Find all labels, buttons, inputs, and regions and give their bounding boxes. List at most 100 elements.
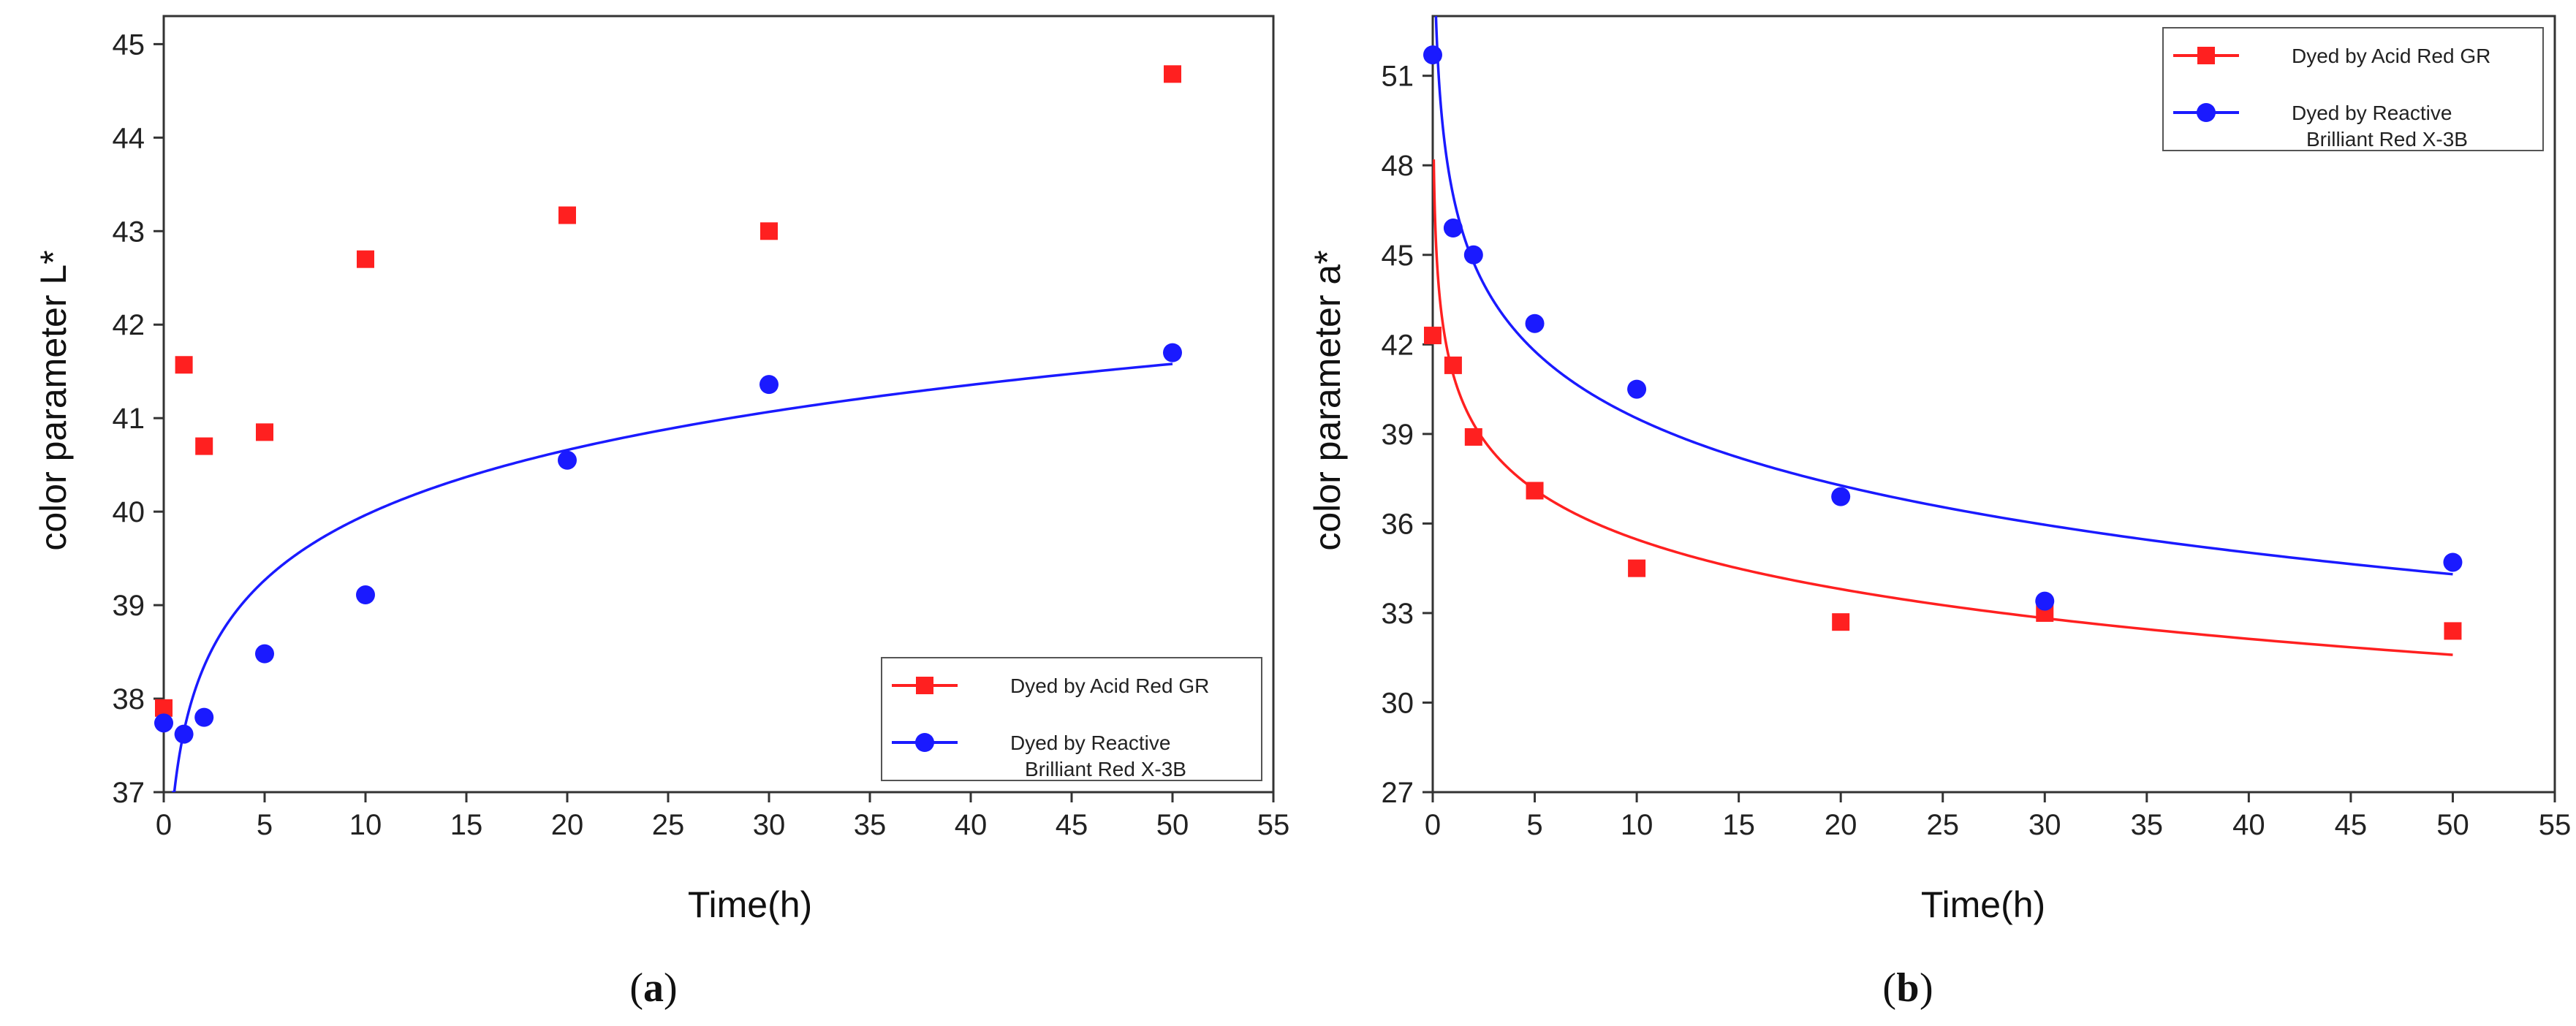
panel-b-series-2-point: [1831, 487, 1851, 506]
panel-b-x-tick-label: 30: [2028, 809, 2061, 841]
panel-b-x-tick-label: 35: [2131, 809, 2164, 841]
panel-a-series-2-point: [194, 707, 214, 727]
panel-a-x-tick-label: 50: [1156, 809, 1189, 841]
panel-a-legend: Dyed by Acid Red GR Dyed by Reactive Brill…: [881, 657, 1262, 781]
panel-a-series-1-point: [558, 206, 576, 224]
panel-b-y-tick-label: 33: [1382, 598, 1414, 630]
panel-a-x-tick-label: 10: [349, 809, 382, 841]
panel-a-series-2-point: [255, 644, 274, 664]
panel-a-legend-marker-1: [916, 677, 933, 694]
panel-b-y-tick-label: 39: [1382, 419, 1414, 451]
panel-b-x-tick-label: 5: [1526, 809, 1542, 841]
panel-b-chart: 0 5 10 15 20 25 30 35 40 45 50 55 27 30 33 36 39 42 45 48 51…: [1307, 15, 2572, 1011]
panel-a-legend-label-1: Dyed by Acid Red GR: [1010, 674, 1209, 697]
panel-a-series-1-point: [195, 437, 213, 455]
panel-b-series-2-point: [1627, 379, 1647, 399]
panel-a-y-tick-label: 38: [113, 683, 145, 715]
panel-b-x-axis-title: Time(h): [1921, 884, 2045, 925]
panel-b-series-2-point: [1525, 314, 1545, 333]
panel-b-fit-curve-1: [1433, 159, 2453, 656]
panel-b-series-2-point: [2443, 552, 2463, 572]
panel-b-y-tick-label: 36: [1382, 508, 1414, 540]
panel-a-x-tick-label: 20: [551, 809, 584, 841]
panel-a-x-tick-label: 45: [1056, 809, 1088, 841]
panel-b-y-tick-label: 42: [1382, 329, 1414, 361]
panel-b-plot-frame: [1431, 15, 2556, 794]
panel-b-x-tick-label: 40: [2232, 809, 2265, 841]
panel-b-legend-marker-1: [2197, 47, 2215, 64]
panel-a-y-tick-label: 43: [113, 216, 145, 248]
panel-a-series-2-point: [356, 585, 375, 605]
svg-text:(: (: [1882, 965, 1896, 1011]
panel-a-series-2-point: [1163, 343, 1182, 362]
panel-b-fit-curve-2: [1434, 16, 2453, 576]
panel-a-x-axis-title: Time(h): [688, 884, 812, 925]
panel-b-y-axis-title: color parameter a*: [1307, 250, 1348, 550]
panel-b-x-tick-label: 10: [1621, 809, 1653, 841]
panel-b-y-tick-label: 45: [1382, 240, 1414, 272]
panel-b-series-1-point: [1628, 559, 1646, 577]
panel-a-series-1-point: [1164, 65, 1181, 83]
panel-a-y-tick-label: 40: [113, 496, 145, 528]
panel-b-series-2-point: [1463, 245, 1483, 265]
panel-a-x-tick-label: 0: [156, 809, 172, 841]
panel-a-y-tick-label: 41: [113, 403, 145, 435]
panel-b-x-tick-label: 15: [1722, 809, 1755, 841]
panel-a-legend-box: [881, 657, 1262, 781]
panel-a-y-tick-label: 45: [113, 28, 145, 61]
panel-b-legend-box: [2162, 27, 2544, 151]
panel-a-x-tick-label: 55: [1257, 809, 1290, 841]
panel-b-series-1-point: [1526, 482, 1544, 500]
panel-a-plot-frame: [162, 15, 1275, 794]
panel-b-series-2-point: [1443, 218, 1463, 238]
panel-b-series-1-point: [1444, 356, 1462, 374]
panel-b-y-tick-label: 30: [1382, 687, 1414, 719]
panel-a-plot-layer: 0 5 10 15 20 25 30 35 40 45 50 55 37 38 39 40 41 42 43 44 45…: [113, 15, 1290, 841]
panel-b-x-tick-label: 0: [1425, 809, 1441, 841]
panel-a-x-tick-label: 15: [450, 809, 483, 841]
panel-b-x-tick-label: 45: [2335, 809, 2368, 841]
panel-b-series-2-point: [1423, 45, 1442, 65]
panel-b-y-tick-label: 27: [1382, 777, 1414, 809]
panel-a-caption: ( a ): [629, 965, 677, 1011]
panel-a-y-tick-label: 39: [113, 590, 145, 622]
panel-b-plot-layer: 0 5 10 15 20 25 30 35 40 45 50 55 27 30 33 36 39 42 45 48 51…: [1382, 15, 2572, 841]
panel-a-y-tick-label: 37: [113, 777, 145, 809]
panel-a-x-tick-label: 25: [652, 809, 685, 841]
panel-a-series-1-point: [760, 222, 778, 240]
panel-a-x-tick-label: 30: [753, 809, 786, 841]
panel-a-series-2-point: [558, 450, 577, 470]
panel-a-caption-letter: a: [643, 965, 664, 1011]
panel-b-series-1-point: [1424, 327, 1442, 345]
panel-b-legend-marker-2: [2197, 103, 2216, 122]
panel-b-y-tick-label: 48: [1382, 150, 1414, 182]
panel-a-series-1-point: [357, 250, 374, 268]
panel-a-chart: 0 5 10 15 20 25 30 35 40 45 50 55 37 38 39 40 41 42 43 44 45…: [33, 15, 1290, 1011]
panel-b-legend-label-2: Brilliant Red X-3B: [2306, 128, 2468, 151]
panel-a-y-axis-title: color parameter L*: [33, 250, 74, 550]
panel-a-x-tick-label: 5: [257, 809, 273, 841]
panel-a-y-tick-label: 42: [113, 309, 145, 341]
panel-a-y-tick-label: 44: [113, 122, 145, 154]
panel-b-caption: ( b ): [1882, 965, 1933, 1011]
panel-b-series-1-point: [2444, 622, 2462, 640]
panel-a-legend-label-2: Dyed by Reactive: [1010, 732, 1170, 754]
panel-a-series-2-point: [759, 375, 779, 395]
panel-b-caption-letter: b: [1896, 965, 1919, 1011]
panel-b-legend-label-2: Dyed by Reactive: [2292, 102, 2452, 124]
panel-b-x-tick-label: 50: [2436, 809, 2469, 841]
panel-a-x-tick-label: 35: [854, 809, 887, 841]
panel-a-series-1-point: [256, 423, 273, 441]
svg-text:): ): [1920, 965, 1933, 1011]
panel-b-legend-label-1: Dyed by Acid Red GR: [2292, 45, 2490, 67]
panel-a-series-2-point: [154, 713, 173, 733]
panel-a-x-tick-label: 40: [955, 809, 988, 841]
panel-b-y-tick-label: 51: [1382, 61, 1414, 93]
panel-b-x-tick-label: 20: [1825, 809, 1857, 841]
panel-a-series-2-point: [174, 724, 194, 744]
svg-text:): ): [664, 965, 678, 1011]
panel-b-x-tick-label: 55: [2539, 809, 2572, 841]
panel-b-legend: Dyed by Acid Red GR Dyed by Reactive Brill…: [2162, 27, 2544, 151]
